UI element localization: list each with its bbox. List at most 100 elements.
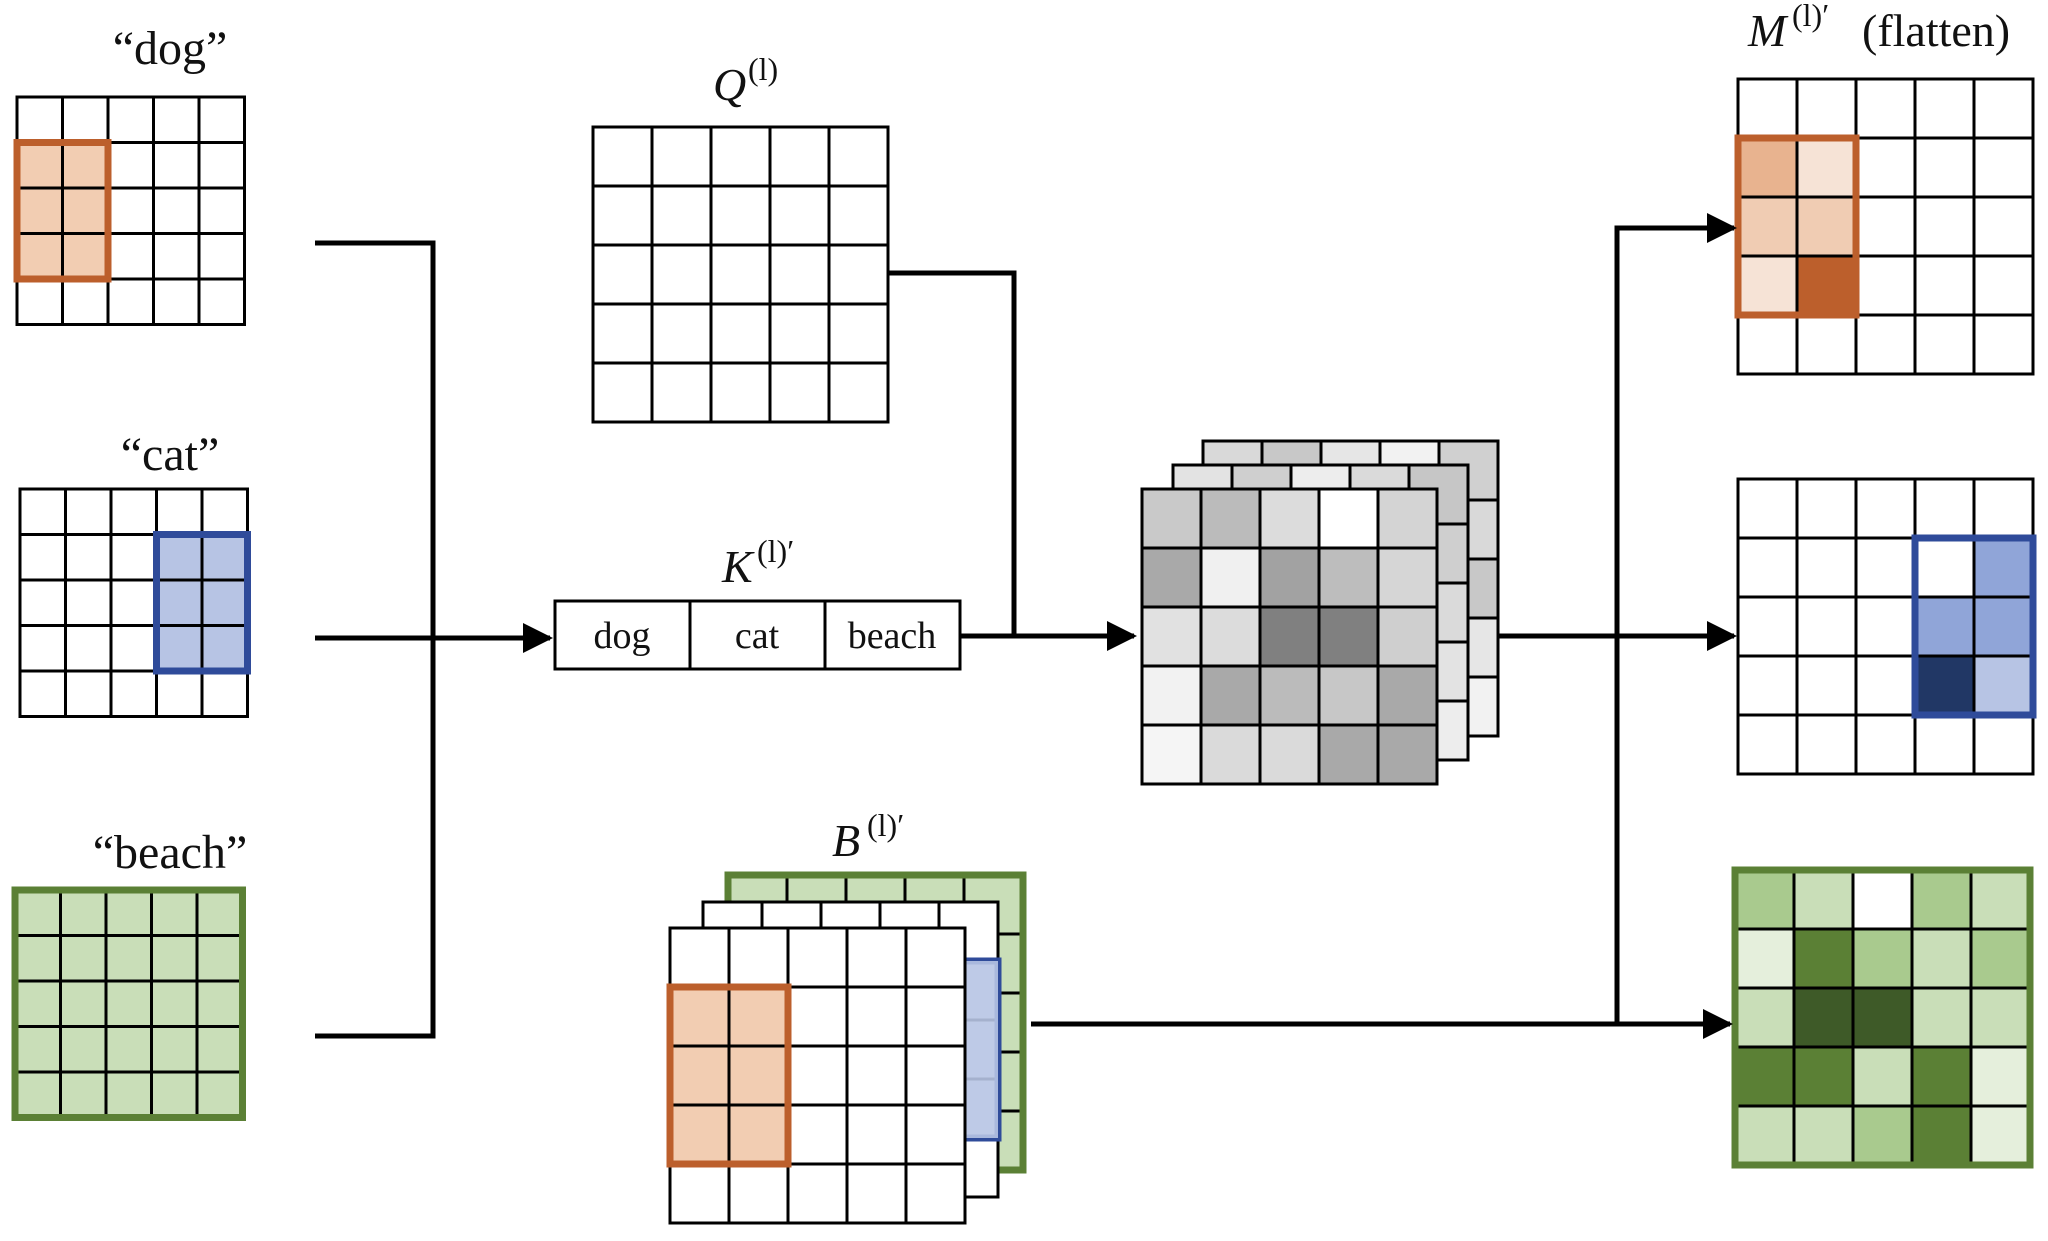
grid-cell — [1260, 548, 1319, 607]
label-b: B (l)′ — [832, 807, 904, 866]
grid-cell — [154, 143, 200, 189]
grid-cell — [15, 981, 61, 1027]
grid-cell — [788, 987, 847, 1046]
grid-cell — [111, 671, 157, 717]
grid-cell — [1738, 256, 1797, 315]
grid-cell — [15, 1027, 61, 1073]
grid-cell — [1853, 929, 1912, 988]
grid-cell — [1735, 1047, 1794, 1106]
grid-cell — [106, 1072, 152, 1118]
grid-cell — [197, 890, 243, 936]
grid-cell — [1260, 607, 1319, 666]
grid-cell — [1794, 870, 1853, 929]
grid-cell — [1856, 597, 1915, 656]
m-beach-grid — [1735, 870, 2030, 1165]
grid-cell — [906, 1046, 965, 1105]
grid-cell — [1915, 715, 1974, 774]
grid-cell — [157, 671, 203, 717]
grid-cell — [593, 245, 652, 304]
grid-cell — [152, 1072, 198, 1118]
grid-cell — [1319, 725, 1378, 784]
grid-cell — [1853, 1106, 1912, 1165]
grid-cell — [154, 234, 200, 280]
grid-cell — [1797, 597, 1856, 656]
grid-cell — [1974, 256, 2033, 315]
grid-cell — [1853, 1047, 1912, 1106]
grid-cell — [1856, 715, 1915, 774]
grid-cell — [1797, 256, 1856, 315]
grid-cell — [1201, 725, 1260, 784]
grid-cell — [1974, 79, 2033, 138]
grid-cell — [1319, 489, 1378, 548]
query-grid — [593, 127, 888, 422]
grid-cell — [1142, 725, 1201, 784]
grid-cell — [199, 279, 245, 325]
grid-cell — [1912, 1047, 1971, 1106]
k-symbol: K — [721, 541, 755, 592]
grid-cell — [61, 1072, 107, 1118]
grid-cell — [197, 936, 243, 982]
grid-cell — [1856, 79, 1915, 138]
grid-cell — [1797, 715, 1856, 774]
grid-cell — [61, 936, 107, 982]
label-q: Q (l) — [713, 51, 778, 110]
grid-cell — [1260, 666, 1319, 725]
grid-cell — [729, 987, 788, 1046]
grid-cell — [1201, 548, 1260, 607]
grid-cell — [1974, 538, 2033, 597]
grid-cell — [1915, 315, 1974, 374]
grid-cell — [1971, 1047, 2030, 1106]
grid-cell — [847, 987, 906, 1046]
grid-cell — [61, 1027, 107, 1073]
grid-cell — [770, 363, 829, 422]
grid-cell — [157, 489, 203, 535]
cat-mask-grid — [20, 489, 248, 717]
grid-cell — [106, 1027, 152, 1073]
grid-cell — [1915, 656, 1974, 715]
grid-cell — [670, 987, 729, 1046]
grid-cell — [108, 143, 154, 189]
grid-cell — [1738, 315, 1797, 374]
grid-cell — [847, 1046, 906, 1105]
b-symbol: B — [832, 815, 860, 866]
grid-cell — [1915, 538, 1974, 597]
m-cat-grid — [1738, 479, 2033, 774]
grid-cell — [1797, 479, 1856, 538]
grid-cell — [66, 580, 112, 626]
grid-cell — [154, 188, 200, 234]
grid-cell — [1856, 138, 1915, 197]
grid-cell — [1856, 538, 1915, 597]
grid-cell — [829, 363, 888, 422]
grid-cell — [197, 981, 243, 1027]
grid-cell — [711, 245, 770, 304]
k-superscript: (l)′ — [757, 533, 794, 569]
grid-cell — [1319, 666, 1378, 725]
grid-cell — [17, 97, 63, 143]
grid-cell — [111, 626, 157, 672]
q-superscript: (l) — [748, 51, 778, 87]
grid-cell — [106, 936, 152, 982]
grid-cell — [17, 143, 63, 189]
grid-cell — [906, 1164, 965, 1223]
grid-cell — [670, 1046, 729, 1105]
attention-map-stack — [1142, 441, 1498, 784]
grid-cell — [1378, 489, 1437, 548]
label-dog: “dog” — [113, 22, 228, 75]
grid-cell — [1974, 315, 2033, 374]
beach-mask-grid — [15, 890, 243, 1118]
grid-cell — [729, 1164, 788, 1223]
grid-cell — [711, 363, 770, 422]
grid-cell — [1738, 197, 1797, 256]
q-symbol: Q — [713, 59, 746, 110]
grid-cell — [711, 186, 770, 245]
grid-cell — [66, 535, 112, 581]
grid-cell — [17, 188, 63, 234]
grid-cell — [1260, 489, 1319, 548]
grid-cell — [199, 234, 245, 280]
grid-cell — [111, 535, 157, 581]
grid-cell — [1974, 479, 2033, 538]
grid-cell — [1971, 988, 2030, 1047]
dog-mask-grid — [17, 97, 245, 325]
grid-cell — [1738, 656, 1797, 715]
grid-cell — [1201, 489, 1260, 548]
